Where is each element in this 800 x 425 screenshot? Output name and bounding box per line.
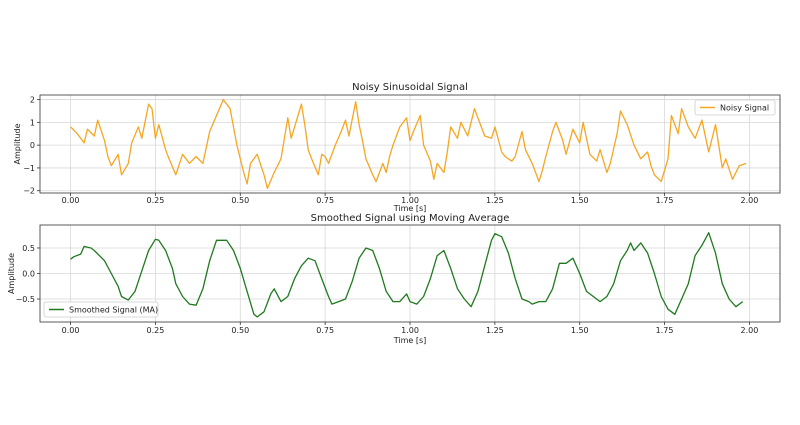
x-tick-label: 0.75 [316, 326, 334, 335]
x-tick-label: 1.75 [656, 326, 674, 335]
series-line [70, 98, 747, 190]
y-tick-label: 2 [30, 96, 35, 105]
x-tick-label: 0.00 [62, 326, 80, 335]
series-line [70, 232, 744, 318]
x-tick-label: 1.50 [571, 326, 589, 335]
y-tick-label: −0.5 [16, 295, 35, 304]
x-axis-label: Time [s] [393, 336, 427, 345]
plot-frame [39, 94, 781, 194]
x-tick-label: 1.25 [486, 196, 504, 205]
plot-frame [39, 224, 781, 323]
x-tick-label: 0.00 [62, 196, 80, 205]
chart-1: 0.00 0.25 0.50 0.75 1.00 1.25 1.50 1.75 2.00 2 1 0 −… [13, 82, 781, 213]
y-tick-label: 0.5 [22, 244, 35, 253]
chart-title: Smoothed Signal using Moving Average [311, 213, 510, 224]
legend-box [694, 99, 776, 116]
y-tick-label: −2 [23, 187, 35, 196]
x-tick-label: 0.50 [231, 326, 249, 335]
legend: Noisy Signal [694, 99, 776, 116]
x-tick-label: 0.25 [147, 326, 165, 335]
legend-label: Smoothed Signal (MA) [69, 306, 158, 315]
x-tick-label: 0.75 [316, 196, 334, 205]
y-tick-label: 0.0 [22, 270, 35, 279]
legend: Smoothed Signal (MA) [43, 301, 159, 318]
x-tick-label: 1.25 [486, 326, 504, 335]
y-tick-label: −1 [23, 164, 35, 173]
legend-box [43, 301, 159, 318]
x-tick-label: 2.00 [741, 196, 759, 205]
x-tick-label: 0.25 [147, 196, 165, 205]
x-tick-label: 2.00 [741, 326, 759, 335]
y-tick-label: 0 [30, 141, 35, 150]
legend-label: Noisy Signal [720, 104, 769, 113]
chart-2: 0.00 0.25 0.50 0.75 1.00 1.25 1.50 1.75 2.00 0.5 0… [7, 213, 781, 345]
x-tick-label: 0.50 [231, 196, 249, 205]
x-tick-label: 1.50 [571, 196, 589, 205]
x-tick-label: 1.75 [656, 196, 674, 205]
y-axis-label: Amplitude [7, 253, 16, 294]
y-tick-label: 1 [30, 118, 35, 127]
x-tick-label: 1.00 [401, 196, 419, 205]
x-tick-label: 1.00 [401, 326, 419, 335]
y-axis-label: Amplitude [13, 123, 22, 164]
x-axis-label: Time [s] [393, 204, 427, 213]
chart-title: Noisy Sinusoidal Signal [352, 82, 468, 93]
